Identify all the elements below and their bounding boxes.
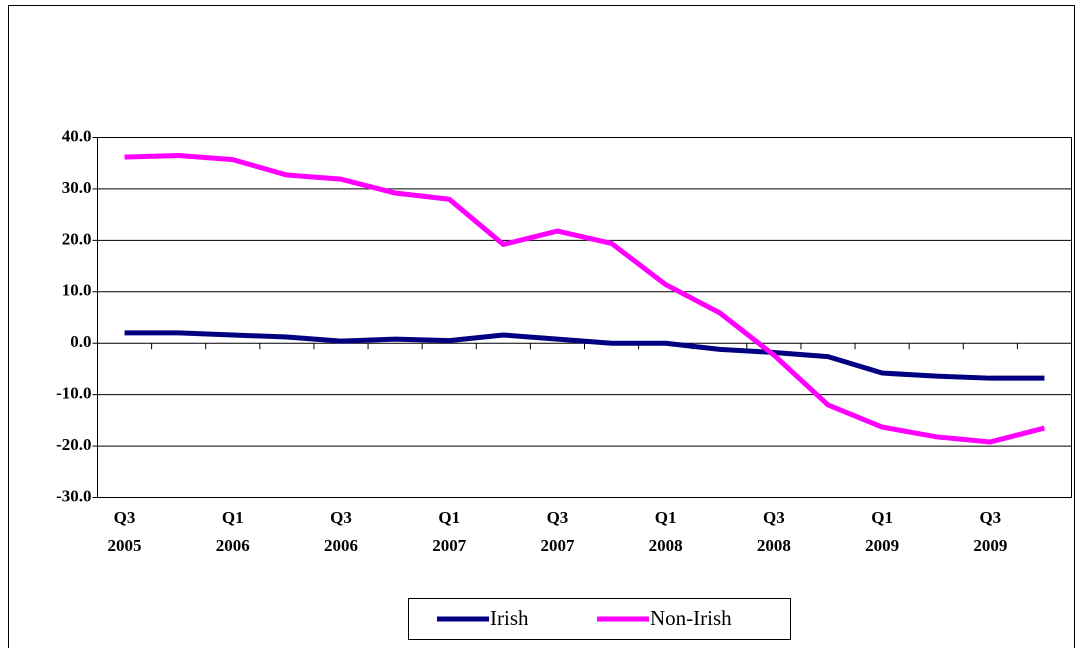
x-tick-label: Q3 2005 [107,507,142,555]
y-tick-label: 10.0 [62,281,92,300]
x-tick-label: Q3 2008 [756,507,791,555]
x-tick-label: Q3 2009 [973,507,1008,555]
y-tick-label: 30.0 [62,178,92,197]
legend-label: Irish [490,606,529,630]
x-tick-label: Q3 2006 [324,507,358,555]
x-tick-label: Q1 2008 [648,507,683,555]
y-tick-label: -30.0 [56,486,91,505]
x-tick-label: Q1 2007 [432,507,467,555]
line-series [124,330,1045,381]
y-tick-label: 40.0 [62,126,92,145]
x-tick-label: Q3 2007 [540,507,575,555]
y-tick-label: 0.0 [70,332,91,351]
x-tick-label: Q1 2006 [215,507,250,555]
legend-label: Non-Irish [650,606,732,630]
plot-area [97,137,1072,498]
y-tick-label: -10.0 [56,384,91,403]
line-series [124,153,1046,445]
y-tick-label: -20.0 [56,435,91,454]
y-tick-label: 20.0 [62,229,92,248]
x-tick-label: Q1 2009 [865,507,900,555]
